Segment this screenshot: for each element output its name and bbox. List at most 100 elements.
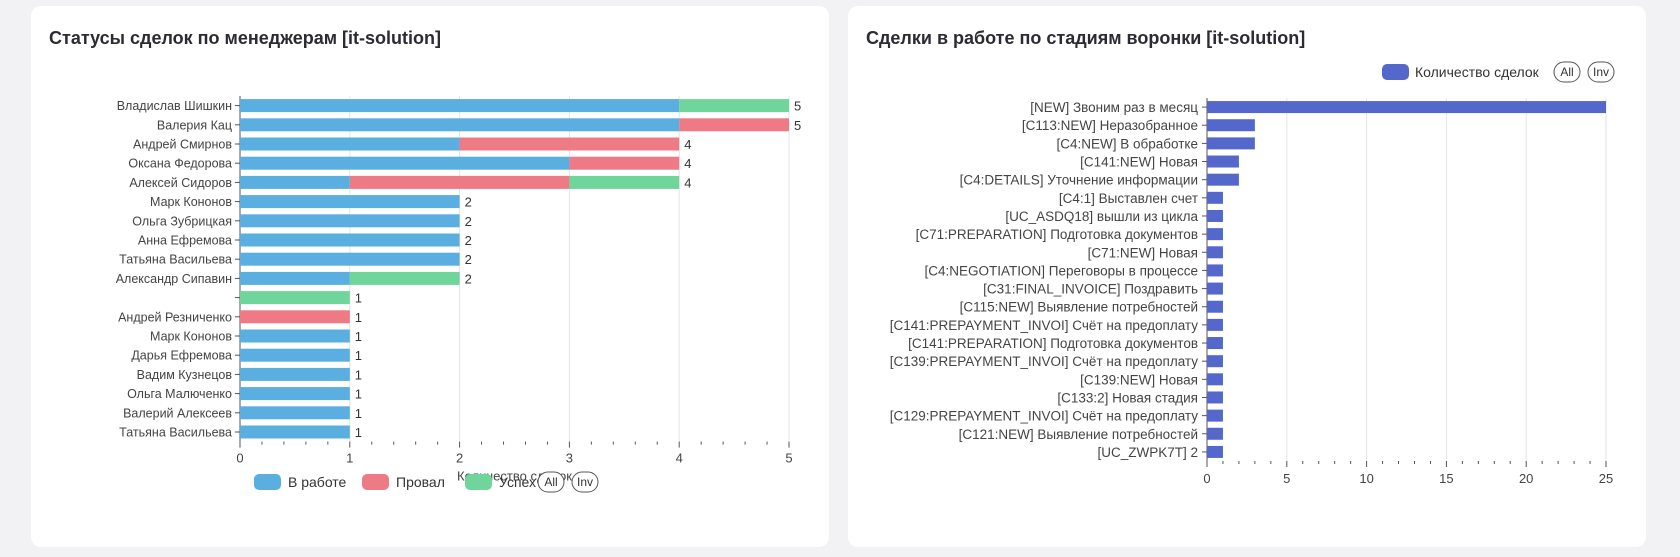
y-tick-label: [C71:NEW] Новая — [1088, 245, 1198, 260]
bar-segment[interactable] — [240, 156, 570, 170]
bar[interactable] — [1207, 155, 1239, 168]
bar[interactable] — [1207, 191, 1223, 204]
legend-item[interactable]: В работе — [254, 474, 347, 490]
bar-segment[interactable] — [240, 195, 460, 209]
legend-inv-button[interactable]: Inv — [1587, 61, 1615, 83]
legend-swatch[interactable] — [254, 474, 281, 490]
y-tick-label: Владислав Шишкин — [117, 99, 232, 113]
bar[interactable] — [1207, 228, 1223, 241]
bar-segment[interactable] — [240, 233, 460, 247]
bar-chart: [NEW] Звоним раз в месяц [C113:NEW] Нераз… — [890, 61, 1615, 486]
x-tick-label: 4 — [676, 451, 683, 466]
legend-item[interactable]: Количество сделок — [1382, 64, 1540, 80]
y-tick-label: Валерий Алексеев — [123, 406, 232, 420]
bar[interactable] — [1207, 318, 1223, 331]
legend-item[interactable]: Успех — [465, 474, 536, 490]
data-label: 2 — [465, 252, 472, 267]
x-tick-label: 5 — [785, 451, 792, 466]
y-tick-label: [UC_ZWPK7T] 2 — [1097, 445, 1198, 460]
bar[interactable] — [1207, 137, 1255, 150]
x-tick-label: 2 — [456, 451, 463, 466]
bar[interactable] — [1207, 409, 1223, 422]
chart-title: Статусы сделок по менеджерам [it-solutio… — [49, 28, 442, 48]
x-tick-label: 10 — [1359, 471, 1373, 486]
legend-label: Успех — [499, 474, 536, 490]
bar-segment[interactable] — [240, 329, 350, 343]
bar[interactable] — [1207, 337, 1223, 350]
y-tick-label: Анна Ефремова — [138, 234, 232, 248]
bar-segment[interactable] — [240, 118, 680, 132]
bar[interactable] — [1207, 101, 1606, 114]
legend-all-button-outline[interactable] — [1553, 61, 1581, 83]
legend-inv-button[interactable]: Inv — [571, 471, 599, 493]
bar[interactable] — [1207, 119, 1255, 132]
legend-item[interactable]: Провал — [362, 474, 445, 490]
legend-all-button[interactable]: All — [1553, 61, 1581, 83]
bar-segment[interactable] — [240, 252, 460, 266]
bar-segment[interactable] — [349, 175, 570, 189]
bar[interactable] — [1207, 300, 1223, 313]
y-tick-label: [UC_ASDQ18] вышли из цикла — [1005, 209, 1198, 224]
bar[interactable] — [1207, 282, 1223, 295]
stacked-bar-chart: Владислав Шишкин 5 Валерия Кац 5 Андрей Смир… — [116, 96, 801, 493]
bar-segment[interactable] — [569, 175, 680, 189]
bar-segment[interactable] — [240, 348, 350, 362]
bar-segment[interactable] — [240, 425, 350, 439]
legend-label: Провал — [396, 474, 445, 490]
bar[interactable] — [1207, 246, 1223, 259]
bar-segment[interactable] — [240, 406, 350, 420]
y-tick-label: Валерия Кац — [157, 118, 232, 132]
data-label: 1 — [355, 425, 362, 440]
bar-segment[interactable] — [349, 271, 460, 285]
chart-card-funnel-stages: Сделки в работе по стадиям воронки [it-s… — [848, 6, 1646, 547]
chart-card-manager-statuses: Статусы сделок по менеджерам [it-solutio… — [31, 6, 829, 547]
x-tick-label: 0 — [1203, 471, 1210, 486]
y-tick-label: [C141:PREPARATION] Подготовка документов — [908, 336, 1198, 351]
bar[interactable] — [1207, 445, 1223, 458]
y-tick-label: [C129:PREPAYMENT_INVOI] Счёт на предопла… — [890, 409, 1198, 424]
bar[interactable] — [1207, 373, 1223, 386]
legend-all-button[interactable]: All — [537, 471, 565, 493]
bar[interactable] — [1207, 391, 1223, 404]
legend-all-button-outline[interactable] — [537, 471, 565, 493]
bar-segment[interactable] — [569, 156, 680, 170]
bar-segment[interactable] — [240, 175, 350, 189]
bar-segment[interactable] — [679, 99, 789, 113]
legend-all-button-label: All — [544, 475, 557, 489]
y-tick-label: Вадим Кузнецов — [137, 368, 233, 382]
y-tick-label: Татьяна Васильева — [119, 253, 232, 267]
y-tick-label: [C4:1] Выставлен счет — [1059, 191, 1198, 206]
data-label: 2 — [465, 233, 472, 248]
bar[interactable] — [1207, 427, 1223, 440]
bar[interactable] — [1207, 209, 1223, 222]
bar-segment[interactable] — [459, 137, 680, 151]
bar[interactable] — [1207, 264, 1223, 277]
legend-label: Количество сделок — [1415, 64, 1540, 80]
y-tick-label: [C139:NEW] Новая — [1080, 372, 1198, 387]
bar[interactable] — [1207, 173, 1239, 186]
y-tick-label: [C133:2] Новая стадия — [1057, 390, 1198, 405]
bar-segment[interactable] — [679, 118, 789, 132]
bar[interactable] — [1207, 355, 1223, 368]
bar-segment[interactable] — [240, 367, 350, 381]
bar-segment[interactable] — [240, 99, 680, 113]
legend-swatch[interactable] — [362, 474, 389, 490]
bar-segment[interactable] — [240, 387, 350, 401]
legend-inv-button-outline[interactable] — [571, 471, 599, 493]
legend-inv-button-outline[interactable] — [1587, 61, 1615, 83]
data-label: 4 — [684, 137, 691, 152]
y-tick-label: [C115:NEW] Выявление потребностей — [960, 300, 1198, 315]
data-label: 1 — [355, 367, 362, 382]
bar-segment[interactable] — [240, 137, 460, 151]
x-tick-label: 0 — [236, 451, 243, 466]
chart-title: Сделки в работе по стадиям воронки [it-s… — [866, 28, 1306, 48]
bar-segment[interactable] — [240, 310, 350, 324]
data-label: 1 — [355, 329, 362, 344]
legend-swatch[interactable] — [1382, 64, 1409, 80]
bar-segment[interactable] — [240, 214, 460, 228]
legend-swatch[interactable] — [465, 474, 492, 490]
bar-segment[interactable] — [240, 291, 350, 305]
x-tick-label: 25 — [1599, 471, 1613, 486]
bar-segment[interactable] — [240, 271, 350, 285]
y-tick-label: Дарья Ефремова — [131, 349, 232, 363]
